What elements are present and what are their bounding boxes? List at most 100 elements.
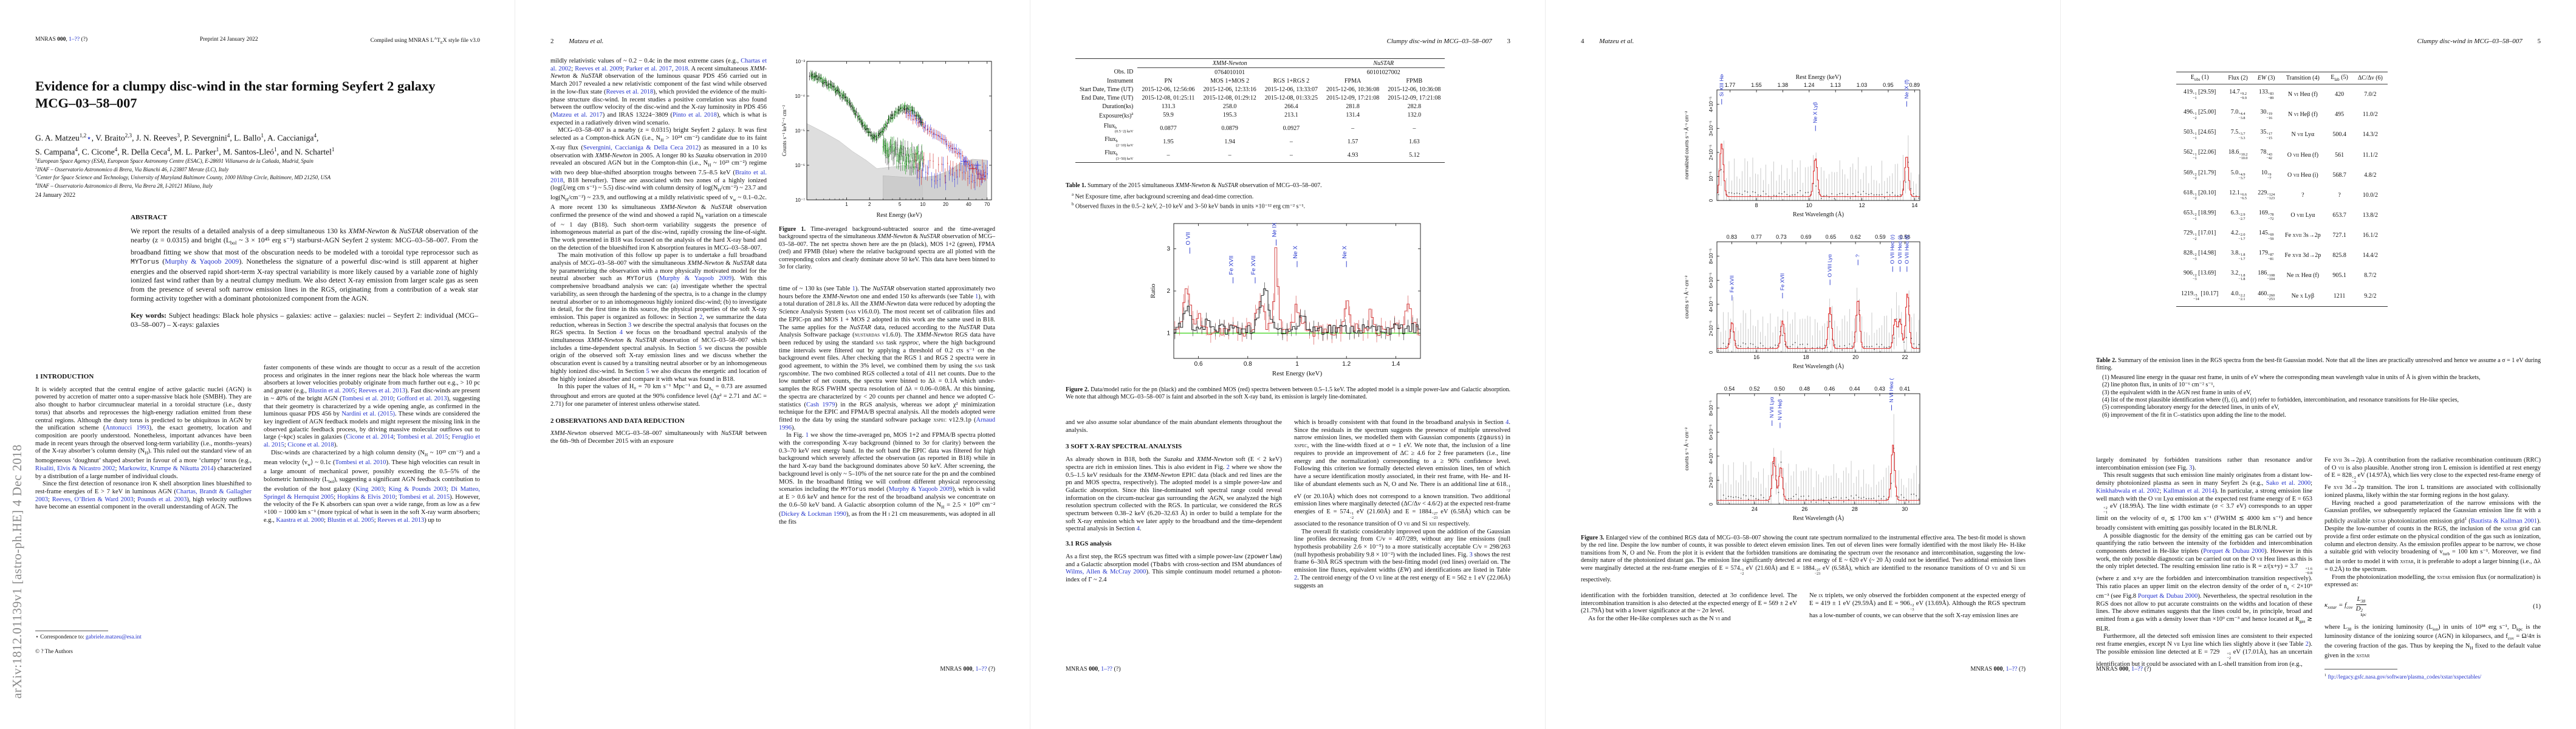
table-cell: 568.7 xyxy=(2332,171,2346,179)
citation-link[interactable]: Murphy & Yaqoob 2009 xyxy=(888,486,953,493)
table-cell: N vii Lyα xyxy=(2291,131,2315,139)
citation-link[interactable]: Antonucci 1993 xyxy=(105,425,149,432)
table-cell: Start Date, Time (UT) xyxy=(1080,86,1134,93)
citation-link[interactable]: Reeves et al. 2013 xyxy=(377,516,425,524)
citation-link[interactable]: Markowitz, Krumpe & Nikutta 2014 xyxy=(118,465,214,472)
citation-link[interactable]: Porquet & Dubau 2000 xyxy=(2203,548,2265,555)
citation-link[interactable]: 4 xyxy=(1506,419,1509,426)
citation-link[interactable]: Di Matteo, Springel & Hernquist 2005 xyxy=(264,485,480,501)
svg-text:5: 5 xyxy=(899,202,902,207)
citation-link[interactable]: 5 xyxy=(646,368,649,375)
svg-text:30: 30 xyxy=(1902,506,1908,512)
table-cell: 213.1 xyxy=(1284,112,1298,119)
citation-link[interactable]: 1 xyxy=(975,293,979,300)
citation-link[interactable]: Reeves, O’Brien & Ward 2003 xyxy=(52,496,134,503)
citation-link[interactable]: 1–?? xyxy=(2131,666,2143,673)
citation-link[interactable]: 3 xyxy=(2189,464,2193,471)
running-title: Clumpy disc-wind in MCG–03–58–007 xyxy=(2417,38,2523,45)
citation-link[interactable]: 1–?? xyxy=(975,666,987,673)
citation-link[interactable]: Cicone et al. 2014 xyxy=(346,434,394,441)
citation-link[interactable]: Cicone et al. 2018 xyxy=(287,442,334,449)
citation-link[interactable]: Braito et al. 2018 xyxy=(550,169,767,184)
table-cell: 420 xyxy=(2335,91,2345,98)
svg-text:Rest Energy (keV): Rest Energy (keV) xyxy=(1272,370,1323,377)
citation-link[interactable]: Feruglio et al. 2015 xyxy=(264,434,481,449)
citation-link[interactable]: Kinkhabwala et al. 2002 xyxy=(2096,487,2160,495)
paper-title: Evidence for a clumpy disc-wind in the s… xyxy=(35,78,461,112)
citation-link[interactable]: Hopkins & Elvis 2010 xyxy=(337,493,396,501)
citation-link[interactable]: Tombesi et al. 2015 xyxy=(399,493,450,501)
table-cell: ? xyxy=(2338,191,2341,199)
section-heading: 2 OBSERVATIONS AND DATA REDUCTION xyxy=(550,417,685,425)
citation-link[interactable]: 3 xyxy=(628,321,632,329)
group-nustar: NuSTAR xyxy=(1321,58,1445,68)
citation-link[interactable]: 2 xyxy=(2305,641,2309,648)
abstract-heading: ABSTRACT xyxy=(131,214,167,221)
citation-link[interactable]: 1–?? xyxy=(1101,666,1112,673)
citation-link[interactable]: Chartas et al. 2002 xyxy=(550,58,767,72)
citation-link[interactable]: Arnaud 1996 xyxy=(779,416,995,431)
citation-link[interactable]: 1–?? xyxy=(2006,666,2018,673)
citation-link[interactable]: ⋆ xyxy=(86,133,92,143)
citation-link[interactable]: Severgnini, Caccianiga & Della Ceca 2012 xyxy=(583,144,699,151)
svg-text:20: 20 xyxy=(1852,354,1858,360)
citation-link[interactable]: Tombesi et al. 2010 xyxy=(341,395,394,402)
citation-link[interactable]: Tombesi et al. 2015 xyxy=(397,434,448,441)
svg-text:1: 1 xyxy=(1295,361,1299,368)
citation-link[interactable]: 2 xyxy=(1226,464,1230,471)
citation-link[interactable]: 3 xyxy=(1469,551,1473,558)
citation-link[interactable]: Blustin et al. 2005 xyxy=(327,516,374,524)
citation-link[interactable]: Gofford et al. 2013 xyxy=(397,395,447,402)
citation-link[interactable]: Kaastra et al. 2000 xyxy=(276,516,324,524)
citation-link[interactable]: Tombesi et al. 2010 xyxy=(335,459,386,466)
citation-link[interactable]: Pounds et al. 2003 xyxy=(137,496,187,503)
citation-link[interactable]: 2 xyxy=(1294,574,1298,581)
citation-link[interactable]: Nardini et al. (2015) xyxy=(341,411,395,418)
citation-link[interactable]: Chartas, Brandt & Gallagher 2003 xyxy=(35,488,252,503)
citation-link[interactable]: Reeves et al. 2009 xyxy=(575,65,623,72)
svg-text:8: 8 xyxy=(1755,202,1758,208)
citation-link[interactable]: Parker et al. 2017 xyxy=(626,65,672,72)
table-cell: 169 +78 −72 xyxy=(2258,209,2274,221)
citation-link[interactable]: 5 xyxy=(698,344,702,352)
citation-link[interactable]: Matzeu et al. 2017 xyxy=(552,111,603,118)
table-cell: 11.0/2 xyxy=(2362,111,2378,118)
citation-link[interactable]: King & Pounds 2003 xyxy=(388,485,447,493)
page1-right-column: faster components of these winds are tho… xyxy=(264,364,480,524)
citation-link[interactable]: Sako et al. 2000 xyxy=(2266,480,2311,487)
citation-link[interactable]: Bautista & Kallman 2001 xyxy=(2470,518,2537,525)
citation-link[interactable]: Pinto et al. 2018 xyxy=(672,111,717,118)
citation-link[interactable]: 1–?? xyxy=(69,36,80,43)
table-2-notes: (1) Measured line energy in the quasar r… xyxy=(2096,374,2541,419)
table-2-caption: Table 2. Summary of the emission lines i… xyxy=(2096,357,2541,419)
citation-link[interactable]: Risaliti, Elvis & Nicastro 2002 xyxy=(35,465,115,472)
citation-link[interactable]: Kallman et al. 2014 xyxy=(2163,487,2215,495)
citation-link[interactable]: ftp://legacy.gsfc.nasa.gov/software/plas… xyxy=(2328,674,2482,680)
citation-link[interactable]: Reeves et al. 2013 xyxy=(358,388,406,395)
svg-text:N VI Heβ: N VI Heβ xyxy=(1776,399,1783,420)
table-cell: 12.1 +6.6 −6.5 xyxy=(2229,189,2247,201)
table-cell: 4.2 +2.0 −1.7 xyxy=(2230,230,2245,241)
table-cell: Flux b (2−10) keV xyxy=(1105,135,1134,148)
citation-link[interactable]: gabriele.matzeu@esa.int xyxy=(86,634,142,640)
citation-link[interactable]: 4 xyxy=(619,329,623,337)
table-cell: 7.5 +3.7 −3.3 xyxy=(2230,129,2245,140)
svg-text:2×10⁻⁵: 2×10⁻⁵ xyxy=(1708,321,1714,337)
citation-link[interactable]: Dickey & Lockman 1990 xyxy=(781,511,846,518)
citation-link[interactable]: King 2003 xyxy=(355,485,384,493)
citation-link[interactable]: Blustin et al. 2005 xyxy=(308,388,355,395)
citation-link[interactable]: 4 xyxy=(1136,525,1140,533)
citation-link[interactable]: Murphy & Yaqoob 2009 xyxy=(659,275,732,282)
citation-link[interactable]: Cash 1979 xyxy=(806,401,835,408)
citation-link[interactable]: 2018 xyxy=(675,65,688,72)
citation-link[interactable]: 1 xyxy=(805,432,809,439)
citation-link[interactable]: 1 xyxy=(852,286,855,292)
citation-link[interactable]: Wilms, Allen & McCray 2000 xyxy=(1066,569,1146,576)
citation-link[interactable]: Murphy & Yaqoob 2009 xyxy=(165,256,239,265)
figure-2-ratio-plot: 0.6 0.8 1 1.2 1.4 1 2 3 O VII Fe XVII Fe XVII Ne IX… xyxy=(1149,222,1421,377)
citation-link[interactable]: Porquet & Dubau 2000 xyxy=(2137,592,2198,600)
table-cell: 195.3 xyxy=(1222,112,1237,119)
paragraph: As a first step, the RGS spectrum was fi… xyxy=(1066,553,1282,583)
citation-link[interactable]: Reeves et al. 2018 xyxy=(606,88,654,95)
citation-link[interactable]: 2 xyxy=(699,313,703,321)
